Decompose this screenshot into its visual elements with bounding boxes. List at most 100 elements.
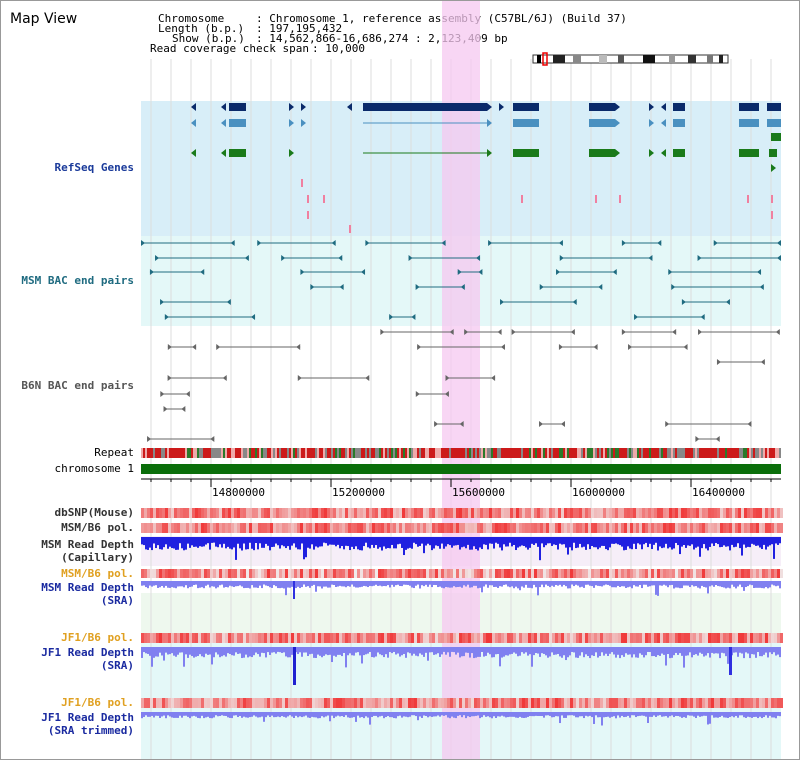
chromosome-ideogram	[532, 54, 729, 64]
heat-cell	[234, 508, 237, 518]
repeat-segment	[617, 448, 619, 458]
depth-bar	[461, 537, 463, 548]
depth-bar	[657, 647, 659, 656]
bac-end-marker	[408, 255, 413, 261]
heat-cell	[321, 698, 324, 708]
depth-bar	[427, 712, 429, 718]
depth-bar	[487, 537, 489, 550]
depth-bar	[217, 647, 219, 655]
heat-cell	[249, 569, 252, 578]
depth-bar	[369, 712, 371, 725]
repeat-segment	[489, 448, 491, 458]
depth-bar	[449, 537, 451, 546]
heat-cell	[414, 523, 417, 533]
refseq-genes-label[interactable]: RefSeq Genes	[54, 161, 134, 174]
heat-cell	[537, 698, 540, 708]
msm-b6-pol-label-2[interactable]: MSM/B6 pol.	[61, 567, 134, 580]
heat-cell	[321, 508, 324, 518]
repeat-segment	[363, 448, 365, 458]
depth-bar	[297, 581, 299, 587]
depth-bar	[273, 712, 275, 718]
heat-cell	[609, 569, 612, 578]
repeat-segment	[545, 448, 547, 458]
depth-bar	[333, 712, 335, 719]
depth-bar	[223, 712, 225, 716]
depth-bar	[601, 581, 603, 587]
heat-cell	[438, 508, 441, 518]
depth-bar	[145, 712, 147, 716]
snp-mark	[747, 195, 749, 203]
jf1-b6-pol-label[interactable]: JF1/B6 pol.	[61, 631, 134, 644]
depth-bar	[159, 537, 161, 550]
heat-cell	[213, 698, 216, 708]
depth-bar	[207, 647, 209, 655]
ideogram-band	[719, 55, 723, 63]
repeat-segment	[209, 448, 211, 458]
depth-bar	[321, 537, 323, 547]
jf1-depth-sra-label-1[interactable]: JF1 Read Depth	[41, 646, 134, 659]
heat-cell	[621, 569, 624, 578]
heat-cell	[297, 508, 300, 518]
depth-bar	[541, 647, 543, 654]
depth-bar	[489, 712, 491, 718]
repeat-segment	[259, 448, 261, 458]
repeat-segment	[223, 448, 225, 458]
heat-cell	[438, 569, 441, 578]
depth-bar	[765, 647, 767, 653]
heat-cell	[537, 508, 540, 518]
depth-bar	[205, 537, 207, 545]
depth-bar	[553, 647, 555, 655]
heat-cell	[189, 633, 192, 643]
heat-cell	[366, 698, 369, 708]
depth-bar	[599, 537, 601, 548]
depth-bar	[163, 537, 165, 548]
depth-bar	[601, 537, 603, 546]
jf1-b6-pol-label-2[interactable]: JF1/B6 pol.	[61, 696, 134, 709]
msm-bac-label[interactable]: MSM BAC end pairs	[21, 274, 134, 287]
heat-cell	[501, 698, 504, 708]
depth-bar	[551, 712, 553, 718]
depth-bar	[235, 647, 237, 653]
msm-b6-pol-label[interactable]: MSM/B6 pol.	[61, 521, 134, 534]
depth-bar	[141, 647, 143, 658]
depth-bar	[455, 581, 457, 588]
depth-bar	[491, 581, 493, 586]
heat-cell	[486, 508, 489, 518]
depth-bar	[469, 712, 471, 718]
depth-bar	[349, 647, 351, 654]
depth-bar	[671, 537, 673, 550]
heat-cell	[747, 508, 750, 518]
heat-cell	[429, 698, 432, 708]
depth-bar	[155, 581, 157, 586]
depth-bar	[727, 581, 729, 588]
repeat-segment	[705, 448, 707, 458]
axis-tick-label: 15600000	[452, 486, 505, 499]
heat-cell	[720, 633, 723, 643]
repeat-segment	[195, 448, 197, 458]
msm-depth-capillary-label-1[interactable]: MSM Read Depth	[41, 538, 134, 551]
depth-bar	[775, 581, 777, 587]
dbsnp-label[interactable]: dbSNP(Mouse)	[54, 506, 134, 519]
jf1-depth-trim-label-1[interactable]: JF1 Read Depth	[41, 711, 134, 724]
b6n-bac-label[interactable]: B6N BAC end pairs	[21, 379, 134, 392]
heat-cell	[615, 698, 618, 708]
depth-bar	[345, 581, 347, 588]
depth-bar	[757, 647, 759, 653]
depth-bar	[555, 647, 557, 655]
msm-depth-sra-label-1[interactable]: MSM Read Depth	[41, 581, 134, 594]
repeat-segment	[399, 448, 401, 458]
depth-bar	[511, 712, 513, 717]
depth-bar	[607, 647, 609, 657]
repeat-segment	[509, 448, 511, 458]
heat-cell	[417, 698, 420, 708]
depth-bar	[573, 537, 575, 543]
depth-bar	[435, 647, 437, 655]
depth-bar	[421, 537, 423, 544]
depth-bar	[435, 537, 437, 546]
depth-bar	[645, 537, 647, 543]
heat-cell	[354, 508, 357, 518]
heat-cell	[450, 633, 453, 643]
depth-bar	[289, 647, 291, 658]
depth-bar	[509, 712, 511, 717]
